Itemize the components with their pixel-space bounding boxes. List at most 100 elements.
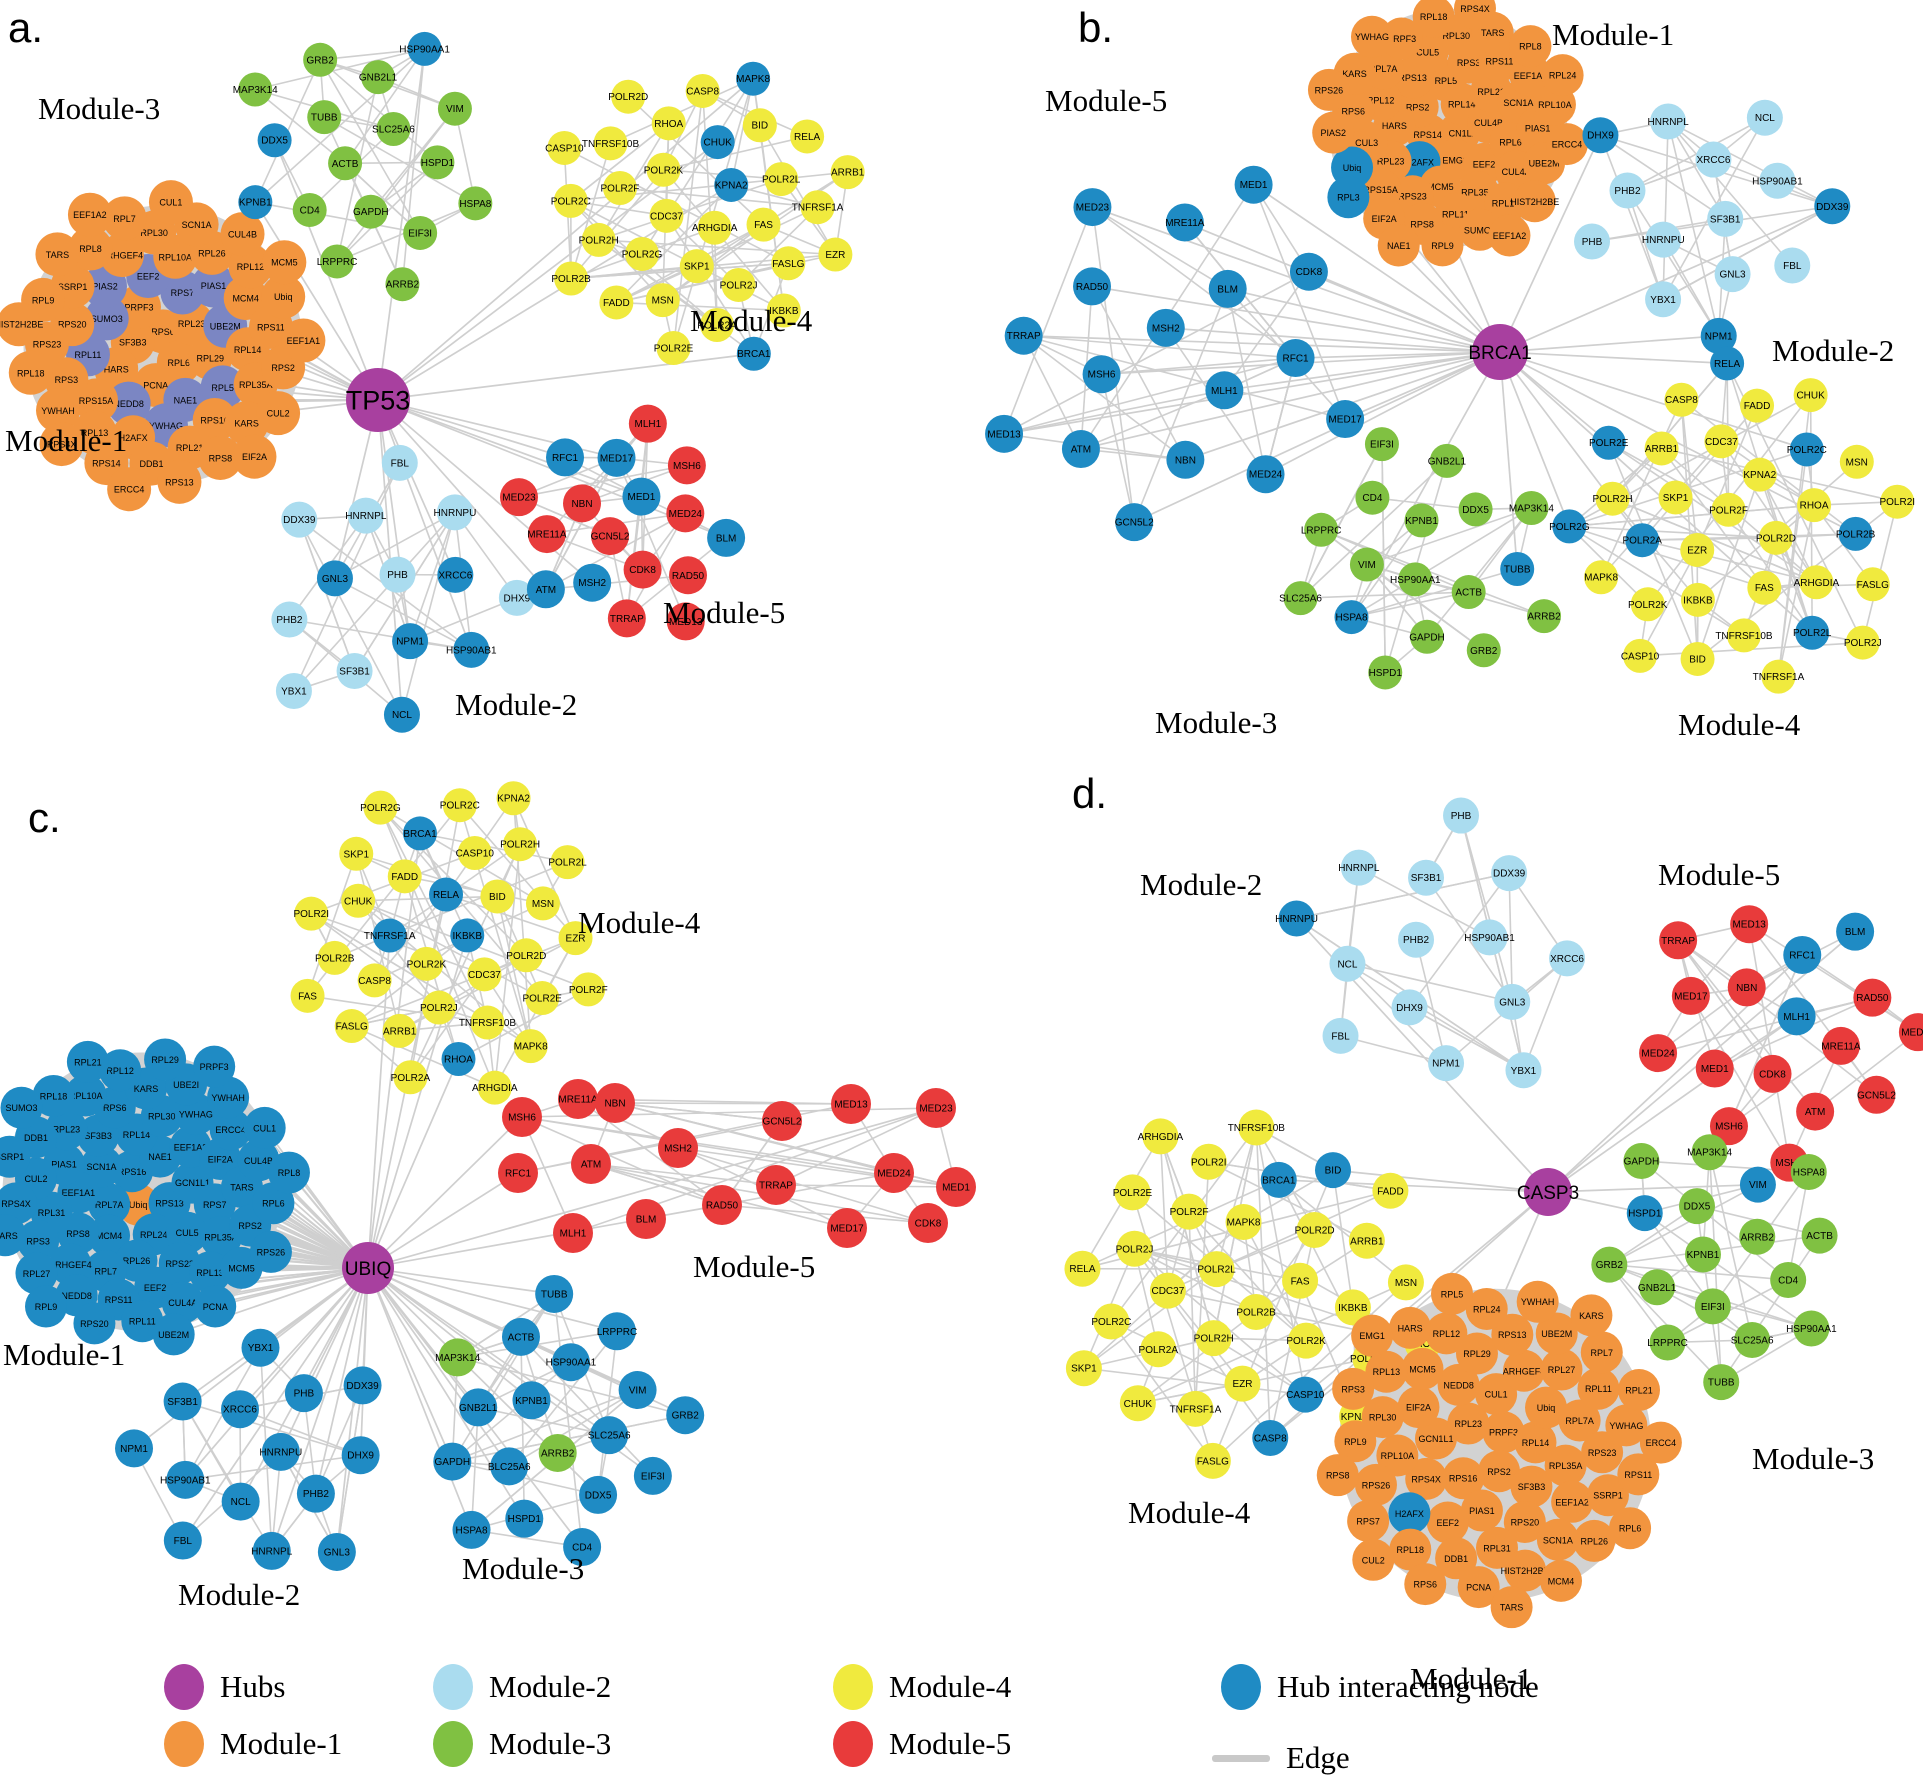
node-EIF2A[interactable]: EIF2A xyxy=(232,434,277,479)
node-MED13[interactable]: MED13 xyxy=(1730,905,1769,944)
node-MED1[interactable]: MED1 xyxy=(1695,1049,1734,1088)
node-MLH1[interactable]: MLH1 xyxy=(1205,371,1244,410)
node-GRB2[interactable]: GRB2 xyxy=(1466,633,1501,668)
node-LRPPRC[interactable]: LRPPRC xyxy=(317,244,358,279)
node-MRE11A[interactable]: MRE11A xyxy=(558,1079,598,1119)
node-NPM1[interactable]: NPM1 xyxy=(115,1429,154,1468)
node-RPS26[interactable]: RPS26 xyxy=(1307,68,1350,111)
node-PHB2[interactable]: PHB2 xyxy=(1398,921,1435,958)
node-MED13[interactable]: MED13 xyxy=(666,602,705,641)
node-GCN5L2[interactable]: GCN5L2 xyxy=(1115,503,1154,542)
node-NPM1[interactable]: NPM1 xyxy=(1428,1045,1465,1082)
node-GNL3[interactable]: GNL3 xyxy=(316,560,353,597)
node-RPL26[interactable]: RPL26 xyxy=(1573,1519,1616,1562)
node-CUL1[interactable]: CUL1 xyxy=(243,1106,286,1149)
node-HSPD1[interactable]: HSPD1 xyxy=(420,145,455,180)
node-CD4[interactable]: CD4 xyxy=(1355,480,1390,515)
node-MED23[interactable]: MED23 xyxy=(916,1088,956,1128)
node-DDX5[interactable]: DDX5 xyxy=(1678,1188,1715,1225)
node-FBL[interactable]: FBL xyxy=(1774,247,1811,284)
node-HSP90AA1[interactable]: HSP90AA1 xyxy=(546,1343,597,1382)
node-TRRAP[interactable]: TRRAP xyxy=(756,1165,796,1205)
node-FBL[interactable]: FBL xyxy=(381,444,418,481)
node-YBX1[interactable]: YBX1 xyxy=(1645,281,1682,318)
node-CASP10[interactable]: CASP10 xyxy=(1621,638,1660,673)
node-XRCC6[interactable]: XRCC6 xyxy=(1549,940,1586,977)
node-CDC37[interactable]: CDC37 xyxy=(1704,424,1739,459)
node-HSPA8[interactable]: HSPA8 xyxy=(1334,600,1369,635)
node-BID[interactable]: BID xyxy=(480,879,515,914)
node-DDX5[interactable]: DDX5 xyxy=(257,123,292,158)
node-FAS[interactable]: FAS xyxy=(290,978,325,1013)
node-ATM[interactable]: ATM xyxy=(1796,1092,1835,1131)
node-HSP90AA1[interactable]: HSP90AA1 xyxy=(399,31,450,66)
node-RPS4X[interactable]: RPS4X xyxy=(39,422,84,467)
node-MAP3K14[interactable]: MAP3K14 xyxy=(233,72,278,107)
node-ARRB1[interactable]: ARRB1 xyxy=(1644,431,1679,466)
node-NBN[interactable]: NBN xyxy=(1727,968,1766,1007)
node-MCM4[interactable]: MCM4 xyxy=(1539,1559,1582,1602)
node-MRE11A[interactable]: MRE11A xyxy=(527,515,567,554)
node-MED24[interactable]: MED24 xyxy=(874,1153,914,1193)
node-XRCC6[interactable]: XRCC6 xyxy=(221,1390,260,1429)
node-GNL3[interactable]: GNL3 xyxy=(1714,256,1751,293)
node-FBL[interactable]: FBL xyxy=(1322,1017,1359,1054)
node-KPNB1[interactable]: KPNB1 xyxy=(1684,1236,1721,1273)
node-CDC37[interactable]: CDC37 xyxy=(649,198,684,233)
node-TUBB[interactable]: TUBB xyxy=(307,100,342,135)
node-XRCC6[interactable]: XRCC6 xyxy=(1695,141,1732,178)
node-VIM[interactable]: VIM xyxy=(618,1370,657,1409)
node-MSH6[interactable]: MSH6 xyxy=(1082,355,1121,394)
node-CDK8[interactable]: CDK8 xyxy=(1753,1054,1792,1093)
node-RPS13[interactable]: RPS13 xyxy=(157,459,202,504)
node-DDX5[interactable]: DDX5 xyxy=(579,1475,618,1514)
node-SF3B1[interactable]: SF3B1 xyxy=(336,653,373,690)
node-SKP1[interactable]: SKP1 xyxy=(1065,1350,1102,1387)
node-GNL3[interactable]: GNL3 xyxy=(1494,983,1531,1020)
node-TARS[interactable]: TARS xyxy=(1490,1586,1533,1629)
node-POLR2H[interactable]: POLR2H xyxy=(579,222,619,257)
node-GCN5L2[interactable]: GCN5L2 xyxy=(762,1101,802,1141)
node-FADD[interactable]: FADD xyxy=(599,285,634,320)
node-MSH2[interactable]: MSH2 xyxy=(1146,308,1185,347)
node-LRPPRC[interactable]: LRPPRC xyxy=(1301,512,1342,547)
node-POLR2F[interactable]: POLR2F xyxy=(569,972,608,1007)
node-ATM[interactable]: ATM xyxy=(571,1144,611,1184)
node-GNB2L1[interactable]: GNB2L1 xyxy=(359,60,398,95)
node-BLM[interactable]: BLM xyxy=(626,1199,666,1239)
node-RPS6[interactable]: RPS6 xyxy=(1404,1563,1447,1606)
node-FADD[interactable]: FADD xyxy=(1740,388,1775,423)
node-SUMO3[interactable]: SUMO3 xyxy=(0,1086,43,1129)
hub-CASP3[interactable]: CASP3 xyxy=(1517,1168,1579,1216)
node-EEF2[interactable]: EEF2 xyxy=(1426,1501,1469,1544)
node-EIF2A[interactable]: EIF2A xyxy=(1397,1386,1440,1429)
node-RPL3[interactable]: RPL3 xyxy=(1327,176,1370,219)
node-CHUK[interactable]: CHUK xyxy=(700,125,735,160)
node-TRRAP[interactable]: TRRAP xyxy=(1659,921,1698,960)
node-CDK8[interactable]: CDK8 xyxy=(908,1203,948,1243)
node-EIF3I[interactable]: EIF3I xyxy=(633,1456,672,1495)
node-RFC1[interactable]: RFC1 xyxy=(1276,339,1315,378)
node-YBX1[interactable]: YBX1 xyxy=(241,1328,280,1367)
hub-UBIQ[interactable]: UBIQ xyxy=(342,1242,394,1294)
node-RPL24[interactable]: RPL24 xyxy=(1541,54,1584,97)
node-HSP90AB1[interactable]: HSP90AB1 xyxy=(1464,919,1515,956)
node-YWHAG[interactable]: YWHAG xyxy=(1350,15,1393,58)
node-ARRB2[interactable]: ARRB2 xyxy=(1739,1218,1776,1255)
node-RPL11[interactable]: RPL11 xyxy=(1577,1367,1620,1410)
node-YWHAH[interactable]: YWHAH xyxy=(1516,1280,1559,1323)
node-TUBB[interactable]: TUBB xyxy=(1703,1364,1740,1401)
node-RPS3[interactable]: RPS3 xyxy=(1332,1367,1375,1410)
node-POLR2I[interactable]: POLR2I xyxy=(1190,1143,1227,1180)
node-POLR2F[interactable]: POLR2F xyxy=(601,171,640,206)
node-RPL6[interactable]: RPL6 xyxy=(1609,1507,1652,1550)
node-ARHGEF4[interactable]: ARHGEF4 xyxy=(1503,1349,1546,1392)
node-GAPDH[interactable]: GAPDH xyxy=(433,1442,472,1481)
node-GRB2[interactable]: GRB2 xyxy=(666,1396,705,1435)
node-MED17[interactable]: MED17 xyxy=(1326,400,1365,439)
node-POLR2C[interactable]: POLR2C xyxy=(440,788,480,823)
node-PHB[interactable]: PHB xyxy=(1574,223,1611,260)
node-CUL1[interactable]: CUL1 xyxy=(148,180,193,225)
node-RAD50[interactable]: RAD50 xyxy=(1073,267,1112,306)
hub-TP53[interactable]: TP53 xyxy=(346,368,411,432)
